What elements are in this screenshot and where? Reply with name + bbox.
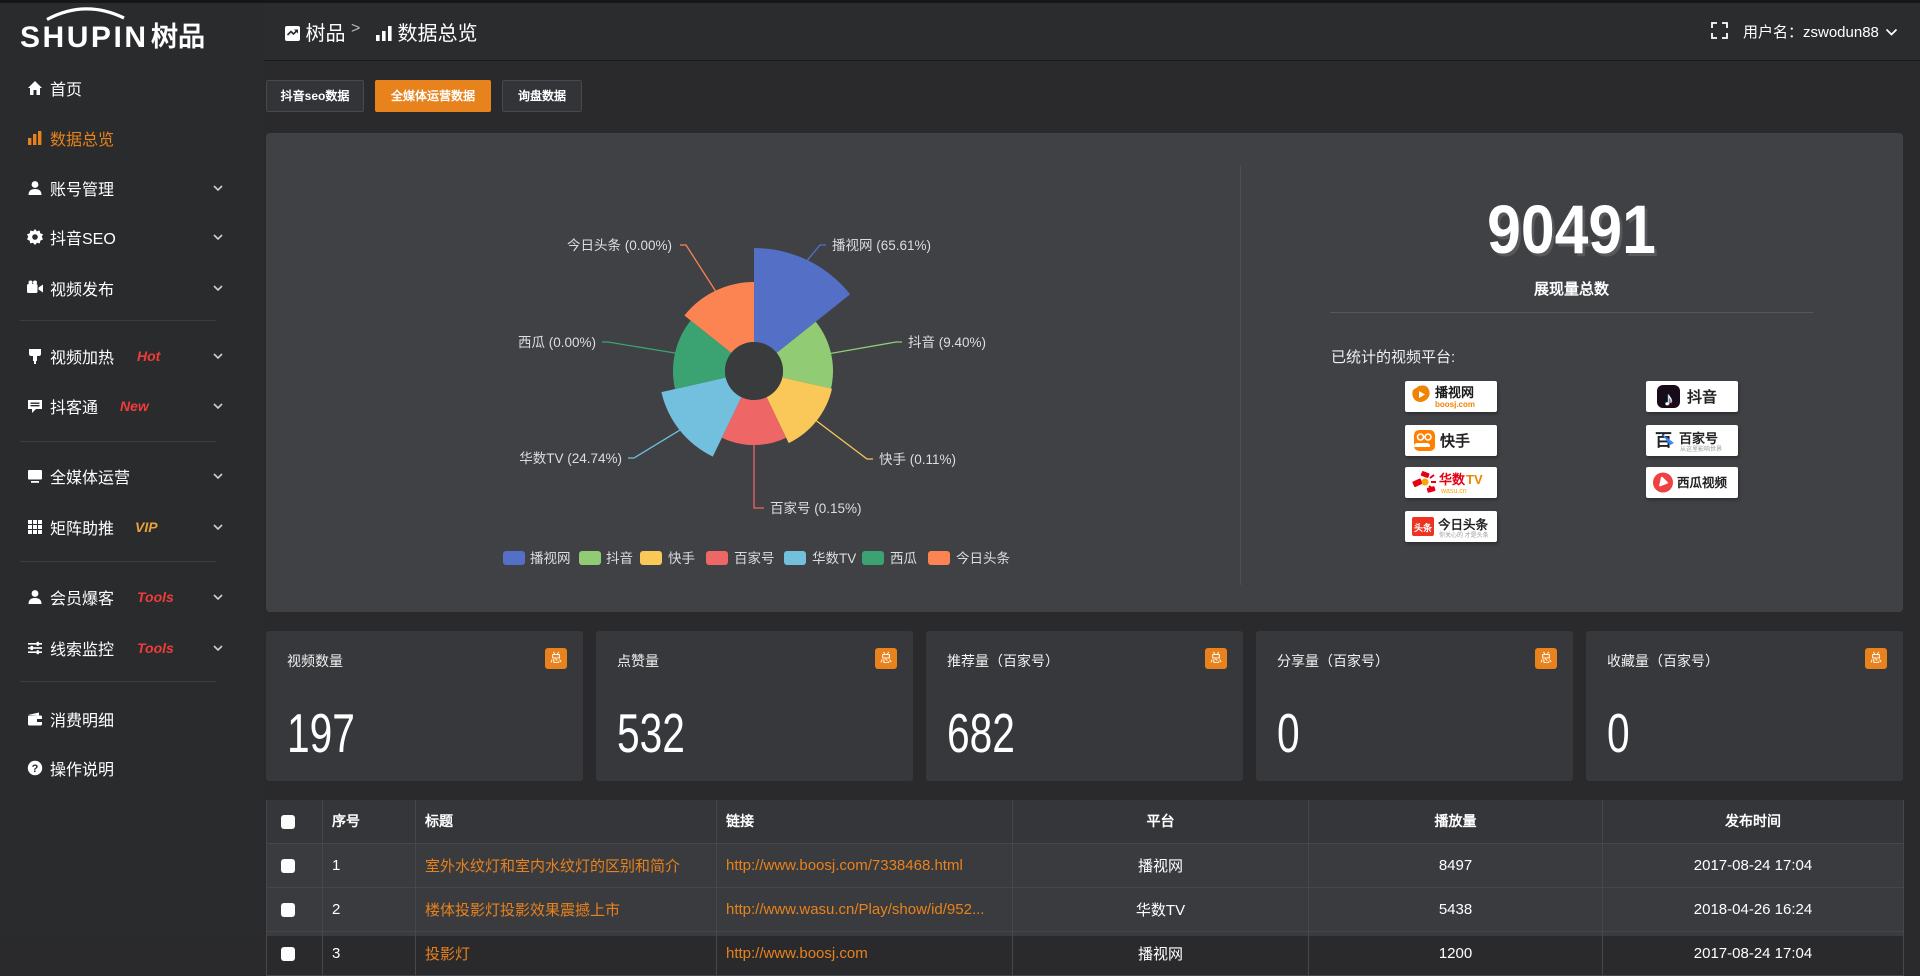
svg-text:百家号: 百家号 — [734, 550, 775, 566]
svg-text:抖音: 抖音 — [606, 550, 633, 566]
svg-text:boosj.com: boosj.com — [1435, 400, 1475, 409]
svg-text:西瓜视频: 西瓜视频 — [1677, 475, 1728, 490]
svg-text:快手: 快手 — [1440, 432, 1470, 450]
svg-text:华数TV: 华数TV — [812, 551, 856, 566]
svg-text:播视网: 播视网 — [530, 551, 571, 566]
svg-text:抖音: 抖音 — [1687, 388, 1717, 406]
svg-text:今日头条 (0.00%): 今日头条 (0.00%) — [567, 237, 672, 253]
svg-text:抖音 (9.40%): 抖音 (9.40%) — [908, 334, 986, 350]
svg-text:西瓜 (0.00%): 西瓜 (0.00%) — [518, 335, 596, 350]
svg-text:快手: 快手 — [668, 551, 695, 566]
svg-text:树品: 树品 — [151, 22, 205, 52]
svg-text:快手 (0.11%): 快手 (0.11%) — [879, 452, 956, 467]
svg-text:SHUPIN: SHUPIN — [20, 21, 146, 52]
svg-text:?: ? — [32, 763, 39, 775]
svg-text:百家号: 百家号 — [1679, 431, 1718, 446]
svg-text:头条: 头条 — [1414, 522, 1433, 533]
svg-text:♪: ♪ — [1665, 390, 1675, 411]
svg-text:今日头条: 今日头条 — [956, 550, 1010, 566]
svg-text:华数: 华数 — [1439, 472, 1466, 487]
svg-text:你关心的 才是头条: 你关心的 才是头条 — [1439, 531, 1489, 539]
svg-text:播视网: 播视网 — [1435, 385, 1474, 400]
svg-text:西瓜: 西瓜 — [890, 551, 918, 566]
svg-text:wasu.cn: wasu.cn — [1440, 488, 1467, 495]
svg-text:今日头条: 今日头条 — [1437, 517, 1489, 532]
svg-text:TV: TV — [1466, 472, 1483, 487]
svg-text:从这里影响世界: 从这里影响世界 — [1680, 445, 1722, 453]
svg-text:华数TV (24.74%): 华数TV (24.74%) — [519, 451, 622, 466]
svg-text:百家号 (0.15%): 百家号 (0.15%) — [770, 500, 862, 516]
svg-text:♪: ♪ — [1664, 389, 1674, 410]
svg-text:播视网 (65.61%): 播视网 (65.61%) — [832, 238, 931, 253]
svg-text:♪: ♪ — [1663, 389, 1673, 410]
svg-text:百: 百 — [1655, 431, 1672, 450]
